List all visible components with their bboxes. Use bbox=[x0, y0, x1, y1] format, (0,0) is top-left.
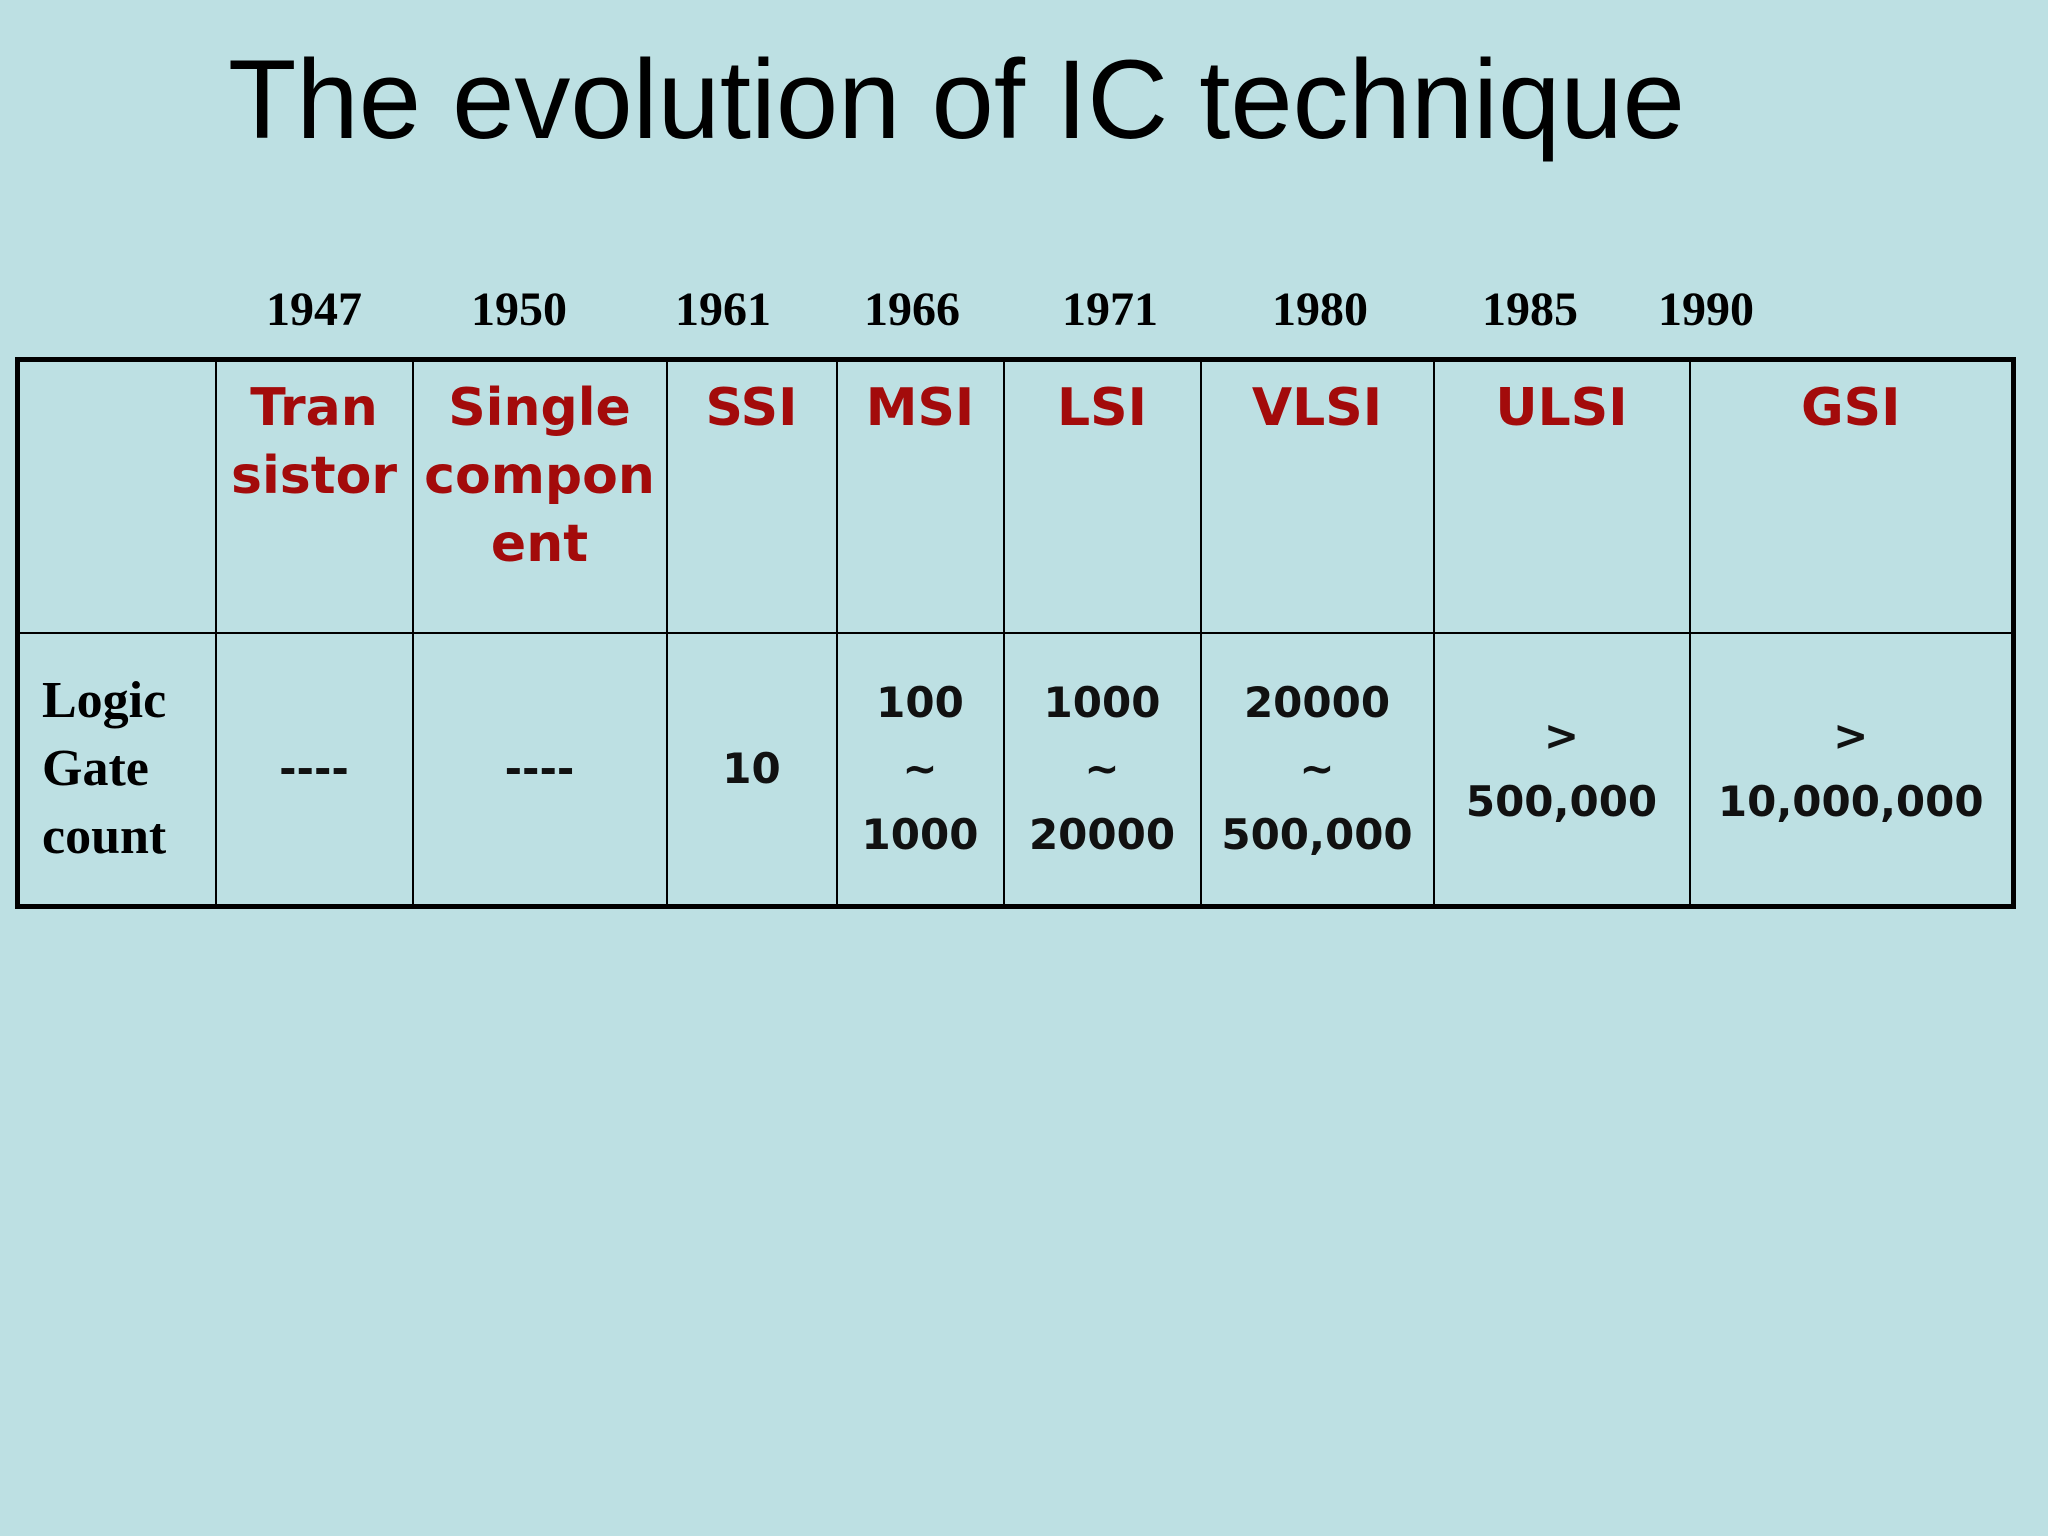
technology-row: Tran sistor Single compon ent SSI MSI LS… bbox=[16, 358, 2015, 634]
year-label-1950: 1950 bbox=[471, 283, 567, 336]
tech-label: SSI bbox=[705, 378, 798, 438]
gate-count-value: 1000 ~ 20000 bbox=[1028, 678, 1176, 859]
gate-count-value: 100 ~ 1000 bbox=[861, 678, 979, 859]
tech-cell: SSI bbox=[665, 358, 838, 634]
gate-count-value: > 500,000 bbox=[1465, 711, 1658, 826]
tech-label: LSI bbox=[1057, 378, 1147, 438]
tech-label: GSI bbox=[1801, 378, 1901, 438]
gate-count-value: ---- bbox=[504, 744, 575, 793]
tech-cell: GSI bbox=[1688, 358, 2015, 634]
ic-evolution-table: Tran sistor Single compon ent SSI MSI LS… bbox=[15, 357, 2016, 909]
year-label-1961: 1961 bbox=[675, 283, 771, 336]
gate-count-value: > 10,000,000 bbox=[1717, 711, 1984, 826]
tech-cell: Tran sistor bbox=[214, 358, 414, 634]
gate-count-value: 20000 ~ 500,000 bbox=[1221, 678, 1413, 859]
gate-count-cell: ---- bbox=[411, 632, 668, 908]
gate-count-cell: 100 ~ 1000 bbox=[835, 632, 1005, 908]
gate-count-cell: ---- bbox=[214, 632, 414, 908]
gate-count-cell: 1000 ~ 20000 bbox=[1002, 632, 1202, 908]
year-label-1980: 1980 bbox=[1272, 283, 1368, 336]
tech-cell: VLSI bbox=[1199, 358, 1435, 634]
tech-label: ULSI bbox=[1495, 378, 1628, 438]
year-label-1990: 1990 bbox=[1658, 283, 1754, 336]
tech-cell: LSI bbox=[1002, 358, 1202, 634]
gate-count-value: 10 bbox=[722, 744, 781, 793]
year-label-1985: 1985 bbox=[1482, 283, 1578, 336]
gate-count-cell: 20000 ~ 500,000 bbox=[1199, 632, 1435, 908]
gate-count-value: ---- bbox=[279, 744, 349, 793]
row-header-cell: Logic Gate count bbox=[16, 632, 217, 908]
slide-title: The evolution of IC technique bbox=[228, 37, 1685, 162]
year-label-1971: 1971 bbox=[1062, 283, 1158, 336]
gate-count-cell: 10 bbox=[665, 632, 838, 908]
tech-cell: Single compon ent bbox=[411, 358, 668, 634]
row-header-label: Logic Gate count bbox=[42, 672, 167, 865]
tech-cell: ULSI bbox=[1432, 358, 1691, 634]
tech-cell: MSI bbox=[835, 358, 1005, 634]
gate-count-cell: > 500,000 bbox=[1432, 632, 1691, 908]
tech-label: VLSI bbox=[1251, 378, 1383, 438]
tech-label: Single compon ent bbox=[424, 378, 655, 574]
tech-label: MSI bbox=[865, 378, 975, 438]
tech-label: Tran sistor bbox=[231, 378, 397, 506]
year-label-1966: 1966 bbox=[864, 283, 960, 336]
gate-count-row: Logic Gate count ---- ---- 10 100 ~ 1000… bbox=[16, 632, 2015, 908]
year-label-1947: 1947 bbox=[266, 283, 362, 336]
corner-cell bbox=[16, 358, 217, 634]
gate-count-cell: > 10,000,000 bbox=[1688, 632, 2015, 908]
